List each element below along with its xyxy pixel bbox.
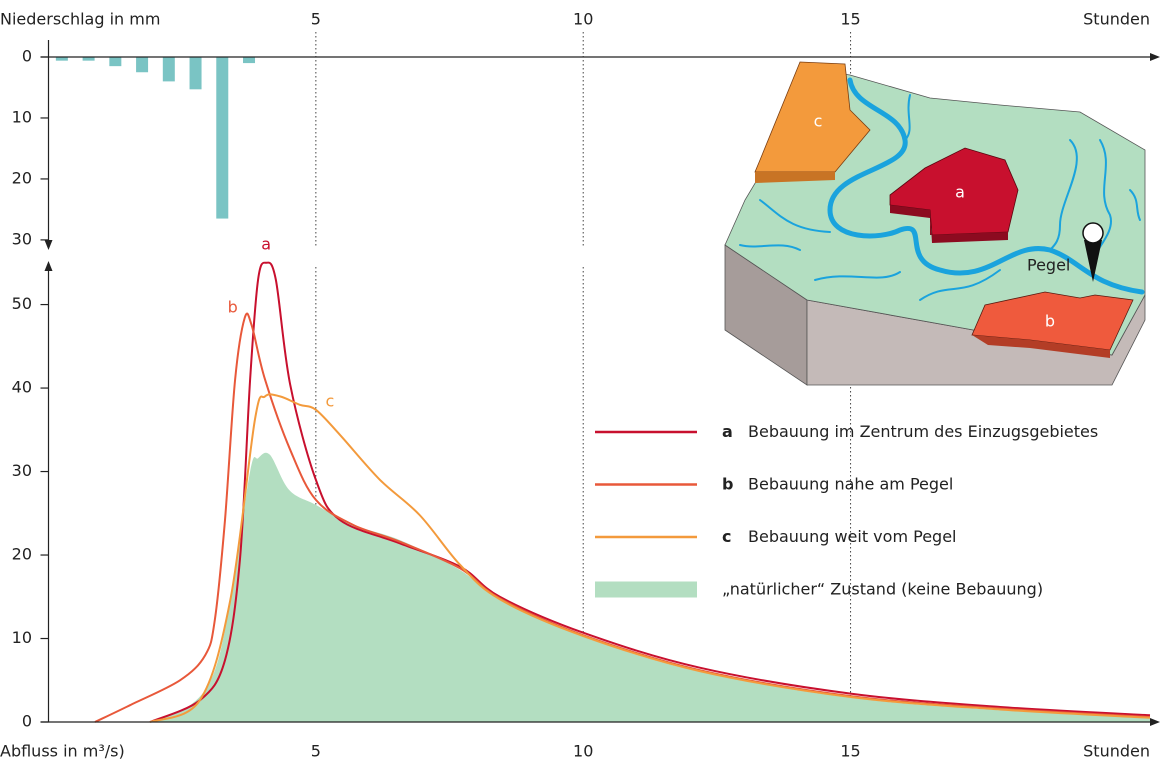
y-tick-label: 20 — [12, 168, 32, 187]
x-axis-title: Stunden — [1083, 742, 1150, 761]
legend-swatch — [595, 581, 697, 598]
y-tick-label: 40 — [12, 378, 32, 397]
y-tick-label: 20 — [12, 545, 32, 564]
area-c-edge — [755, 172, 835, 183]
x-axis-arrow — [1150, 718, 1160, 726]
area-label: a — [955, 183, 965, 202]
bar — [82, 57, 95, 61]
legend: a Bebauung im Zentrum des Einzugsgebietes… — [595, 422, 1098, 598]
y-tick-label: 50 — [12, 294, 32, 313]
curve-label: c — [325, 391, 334, 410]
x-tick-label: 10 — [573, 742, 593, 761]
y-tick-label: 10 — [12, 628, 32, 647]
area-a-edge — [890, 205, 1008, 243]
x-axis-arrow — [1150, 53, 1160, 61]
bar — [243, 57, 256, 64]
area-label: c — [814, 112, 823, 131]
legend-entry: a Bebauung im Zentrum des Einzugsgebietes — [722, 422, 1098, 441]
bar — [189, 57, 202, 90]
y-tick-label: 30 — [12, 229, 32, 248]
y-tick-label: 10 — [12, 107, 32, 126]
gauge-head — [1082, 222, 1104, 244]
x-axis-title: Stunden — [1083, 10, 1150, 29]
y-axis-arrow — [44, 261, 53, 271]
legend-name: Bebauung nahe am Pegel — [748, 474, 953, 493]
curve-label: b — [228, 297, 238, 316]
bar — [162, 57, 175, 82]
y-tick-label: 30 — [12, 461, 32, 480]
bar — [216, 57, 229, 219]
illustration: c a b Pegel — [724, 61, 1146, 386]
area-c — [754, 61, 871, 173]
y-tick-label: 0 — [22, 47, 32, 66]
line — [149, 393, 1151, 723]
y-axis-title: Niederschlag in mm — [0, 10, 160, 29]
bar — [55, 57, 68, 61]
data-layer: a b c — [55, 57, 1151, 723]
y-axis-arrow — [44, 240, 53, 250]
x-tick-label: 5 — [311, 10, 321, 29]
legend-entry: „natürlicher“ Zustand (keine Bebauung) — [722, 579, 1043, 598]
legend-entry: b Bebauung nahe am Pegel — [722, 474, 953, 493]
axes-layer: 0 10 20 30 5 10 15 Niederschlag in mm Stunden 5 10… — [0, 10, 1160, 761]
legend-name: Bebauung im Zentrum des Einzugsgebietes — [748, 422, 1098, 441]
area — [150, 452, 1151, 722]
legend-letter: c — [722, 527, 731, 546]
legend-name: „natürlicher“ Zustand (keine Bebauung) — [722, 579, 1043, 598]
curve-label: a — [261, 234, 271, 253]
rivers — [739, 77, 1145, 301]
bar — [136, 57, 149, 73]
gauge-label: Pegel — [1027, 256, 1070, 275]
y-tick-label: 0 — [22, 712, 32, 731]
line — [149, 261, 1151, 723]
x-tick-label: 15 — [840, 742, 860, 761]
legend-letter: b — [722, 474, 733, 493]
x-tick-label: 5 — [311, 742, 321, 761]
legend-entry: c Bebauung weit vom Pegel — [722, 527, 956, 546]
legend-letter: a — [722, 422, 733, 441]
legend-name: Bebauung weit vom Pegel — [748, 527, 956, 546]
area-label: b — [1045, 312, 1055, 331]
x-tick-label: 10 — [573, 10, 593, 29]
y-axis-title: Abfluss in m³/s) — [0, 742, 125, 761]
gauge-marker — [1084, 240, 1102, 282]
x-tick-label: 15 — [840, 10, 860, 29]
area-b-edge — [972, 335, 1110, 358]
bar — [109, 57, 122, 67]
